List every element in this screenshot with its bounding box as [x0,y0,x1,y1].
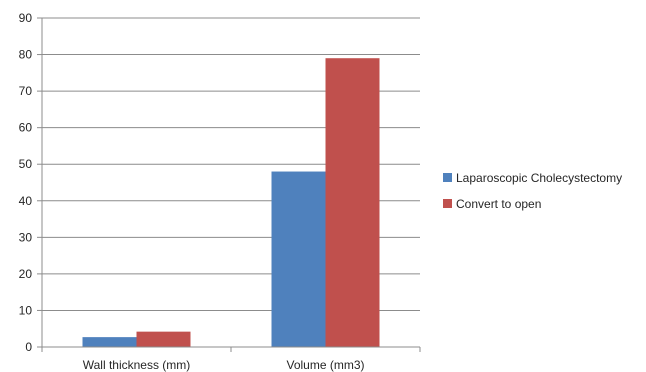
y-tick-label: 10 [19,303,33,317]
bar-convert-0 [136,331,191,347]
legend-label: Laparoscopic Cholecystectomy [456,171,622,185]
bar-convert-1 [325,58,380,347]
y-tick-label: 0 [25,340,32,354]
bar-laparoscopic-1 [271,171,326,347]
y-tick-label: 60 [19,121,33,135]
gridlines [42,17,420,311]
legend-label: Convert to open [456,197,541,211]
legend-swatch [443,199,452,208]
y-tick-label: 40 [19,194,33,208]
y-tick-label: 90 [19,11,33,25]
legend-swatch [443,173,452,182]
y-tick-label: 20 [19,267,33,281]
x-category-label: Wall thickness (mm) [83,358,191,372]
legend: Laparoscopic Cholecystectomy Convert to o… [443,171,622,211]
y-tick-label: 70 [19,84,33,98]
y-tick-label: 50 [19,157,33,171]
x-category-label: Volume (mm3) [286,358,364,372]
axes: 0 10 20 30 40 50 60 70 80 90 Wall thickness (mm) Vo… [19,11,421,372]
bars [82,58,380,347]
bar-laparoscopic-0 [82,337,137,347]
y-tick-label: 80 [19,48,33,62]
y-tick-label: 30 [19,230,33,244]
